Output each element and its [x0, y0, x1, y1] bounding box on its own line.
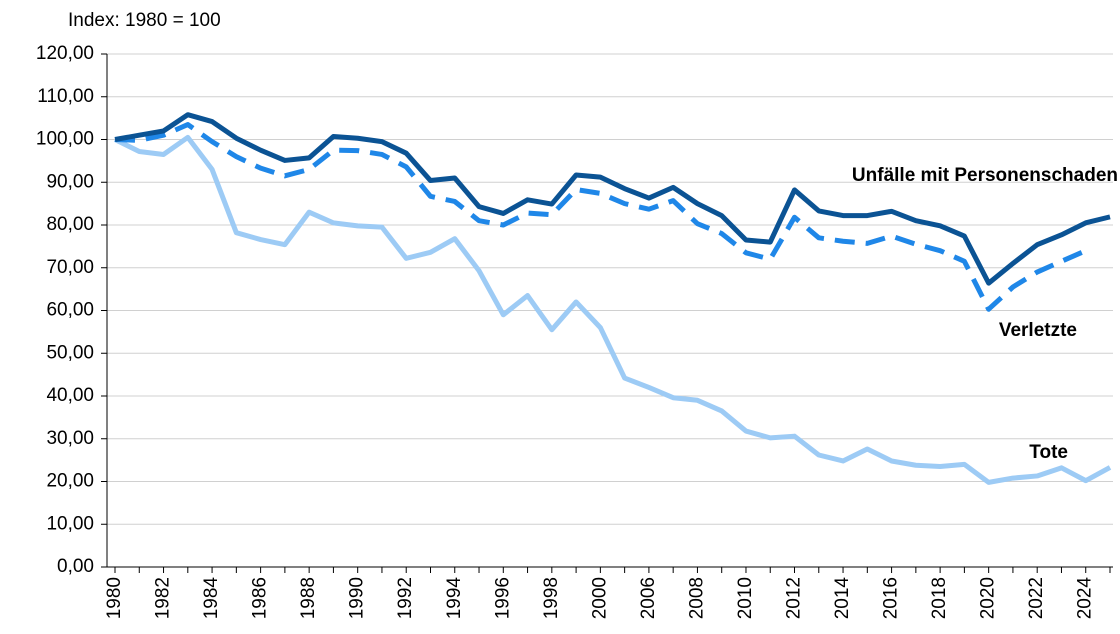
y-tick-label: 50,00	[46, 342, 94, 363]
y-tick-label: 0,00	[57, 556, 94, 577]
y-tick-label: 20,00	[46, 471, 94, 492]
x-tick-label: 1996	[492, 577, 513, 619]
series-label: Unfälle mit Personenschaden	[852, 165, 1118, 186]
y-tick-label: 60,00	[46, 300, 94, 321]
x-tick-label: 2016	[881, 577, 902, 619]
series-line	[114, 112, 1111, 286]
series-line	[113, 134, 1112, 485]
y-tick-label: 100,00	[36, 129, 94, 150]
x-tick-label: 2018	[929, 577, 950, 619]
x-tick-label: 2022	[1026, 577, 1047, 619]
y-tick-label: 10,00	[46, 513, 94, 534]
x-tick-label: 1990	[347, 577, 368, 619]
x-tick-label: 2014	[832, 577, 853, 620]
x-tick-label: 2006	[638, 577, 659, 619]
y-tick-label: 80,00	[46, 214, 94, 235]
x-tick-label: 1984	[201, 577, 222, 620]
y-tick-label: 70,00	[46, 257, 94, 278]
series-label: Tote	[1029, 442, 1068, 463]
x-tick-label: 1988	[298, 577, 319, 619]
y-tick-label: 120,00	[36, 43, 94, 64]
y-tick-label: 40,00	[46, 385, 94, 406]
y-axis-label: Index: 1980 = 100	[68, 10, 221, 31]
x-tick-label: 1986	[250, 577, 271, 619]
x-tick-label: 1994	[444, 577, 465, 620]
x-tick-label: 2008	[686, 577, 707, 619]
y-tick-label: 110,00	[37, 86, 94, 107]
x-tick-label: 2012	[784, 577, 805, 619]
x-tick-label: 2000	[589, 577, 610, 619]
x-tick-label: 1998	[541, 577, 562, 619]
y-tick-label: 90,00	[46, 171, 94, 192]
x-tick-label: 1980	[104, 577, 125, 619]
series-label: Verletzte	[999, 320, 1077, 341]
x-tick-label: 2020	[978, 577, 999, 619]
x-tick-label: 2010	[735, 577, 756, 619]
x-tick-label: 1982	[153, 577, 174, 619]
y-tick-label: 30,00	[46, 428, 94, 449]
x-tick-label: 1992	[395, 577, 416, 619]
x-tick-label: 2024	[1075, 577, 1096, 620]
